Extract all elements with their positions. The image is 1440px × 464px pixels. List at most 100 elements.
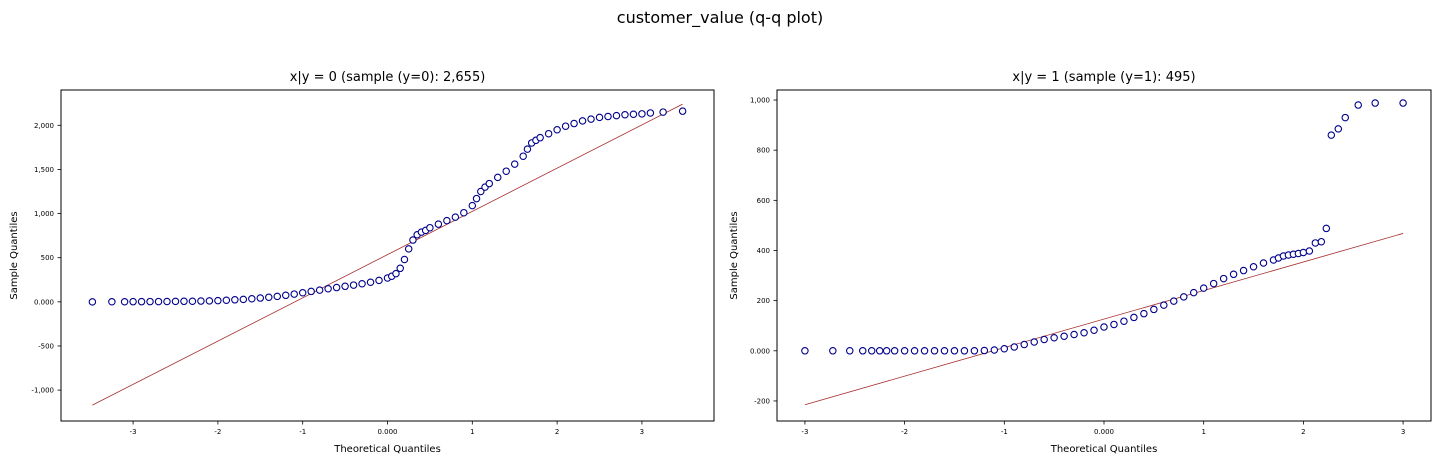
- data-point: [510, 160, 519, 168]
- data-point: [578, 117, 587, 125]
- y-tick-label: 0.000: [34, 298, 54, 306]
- data-point: [1354, 101, 1362, 109]
- x-tick-label: -3: [130, 428, 137, 436]
- data-point: [930, 347, 939, 355]
- data-point: [1334, 125, 1343, 133]
- data-point: [1170, 297, 1178, 305]
- data-point: [1160, 301, 1168, 309]
- data-point: [1189, 288, 1198, 297]
- data-point: [88, 298, 97, 306]
- data-point: [108, 298, 116, 306]
- data-point: [273, 292, 282, 301]
- data-point: [1219, 274, 1228, 283]
- data-point: [307, 287, 315, 296]
- data-point: [659, 108, 667, 116]
- qq-plot-y0: x|y = 0 (sample (y=0): 2,655) -3 -2 -1 0.000…: [9, 70, 715, 455]
- data-point: [920, 347, 929, 355]
- x-tick-label: -2: [214, 428, 221, 436]
- data-point: [990, 346, 999, 354]
- y-tick-label: 1,000: [750, 97, 770, 105]
- data-point: [315, 286, 324, 294]
- y-axis-label: Sample Quantiles: [729, 211, 740, 299]
- y-tick-label: 500: [41, 254, 54, 262]
- data-point: [910, 347, 919, 355]
- data-point: [950, 347, 959, 355]
- data-point: [290, 290, 298, 298]
- data-point: [1050, 333, 1058, 342]
- data-point: [451, 213, 460, 221]
- data-point: [970, 347, 979, 355]
- data-point: [1371, 99, 1379, 107]
- data-point: [595, 113, 604, 122]
- data-point: [409, 236, 417, 244]
- x-tick-label: 2: [1301, 428, 1305, 436]
- y-tick-label: 0.000: [750, 347, 770, 355]
- data-point: [324, 285, 332, 293]
- data-point: [472, 194, 481, 203]
- data-point: [171, 297, 180, 306]
- figure-title: customer_value (q-q plot): [616, 8, 824, 27]
- y-tick-label: 1,500: [34, 166, 54, 174]
- data-point: [120, 298, 129, 306]
- data-point: [443, 216, 451, 225]
- data-point: [1259, 259, 1268, 267]
- data-point: [1140, 309, 1148, 318]
- x-tick-label: 3: [640, 428, 644, 436]
- data-point: [1100, 323, 1108, 331]
- data-point: [1249, 263, 1258, 271]
- data-point: [298, 288, 307, 297]
- data-point: [1080, 328, 1088, 337]
- data-point: [846, 347, 854, 355]
- data-point: [281, 291, 290, 300]
- x-tick-label: -1: [1001, 428, 1008, 436]
- data-point: [154, 297, 163, 306]
- data-point: [1020, 340, 1028, 349]
- data-point: [341, 282, 349, 291]
- data-point: [1110, 320, 1118, 329]
- data-point: [678, 107, 687, 115]
- x-tick-label: 1: [1201, 428, 1205, 436]
- axes-frame: [776, 89, 1432, 422]
- data-point: [146, 297, 154, 306]
- data-point: [900, 347, 909, 355]
- data-point: [404, 245, 413, 253]
- data-point: [426, 223, 434, 232]
- x-tick-label: 0.000: [377, 428, 397, 436]
- y-tick-label: -500: [38, 342, 54, 350]
- data-point: [544, 129, 553, 138]
- y-axis-label: Sample Quantiles: [9, 211, 20, 299]
- data-point: [222, 296, 231, 305]
- data-point: [1327, 131, 1336, 139]
- y-tick-label: 200: [757, 297, 770, 305]
- x-tick-label: 0.000: [1094, 428, 1114, 436]
- data-point: [197, 297, 205, 305]
- x-tick-label: 2: [555, 428, 559, 436]
- data-point: [239, 295, 248, 304]
- y-tick-label: -1,000: [31, 387, 54, 395]
- data-point: [882, 347, 891, 355]
- data-point: [561, 122, 570, 130]
- data-point: [1090, 326, 1098, 334]
- data-point: [1229, 270, 1238, 279]
- data-point: [867, 347, 876, 355]
- data-point: [629, 110, 638, 119]
- x-axis-label: Theoretical Quantiles: [333, 444, 441, 455]
- y-tick-label: 1,000: [34, 210, 54, 218]
- data-point: [468, 201, 477, 210]
- data-point: [890, 347, 899, 355]
- y-tick-label: -200: [754, 397, 770, 405]
- data-point: [1000, 345, 1009, 353]
- data-point: [265, 293, 273, 302]
- data-point: [801, 347, 809, 355]
- reference-line: [92, 103, 683, 406]
- data-point: [940, 347, 949, 355]
- y-tick-label: 800: [757, 147, 770, 155]
- data-point: [858, 347, 867, 355]
- data-point: [129, 297, 137, 306]
- subplot-title: x|y = 1 (sample (y=1): 495): [1012, 70, 1195, 85]
- data-point: [349, 281, 358, 289]
- data-point: [392, 269, 400, 278]
- data-point: [493, 173, 502, 182]
- data-point: [332, 283, 341, 292]
- data-point: [875, 347, 884, 355]
